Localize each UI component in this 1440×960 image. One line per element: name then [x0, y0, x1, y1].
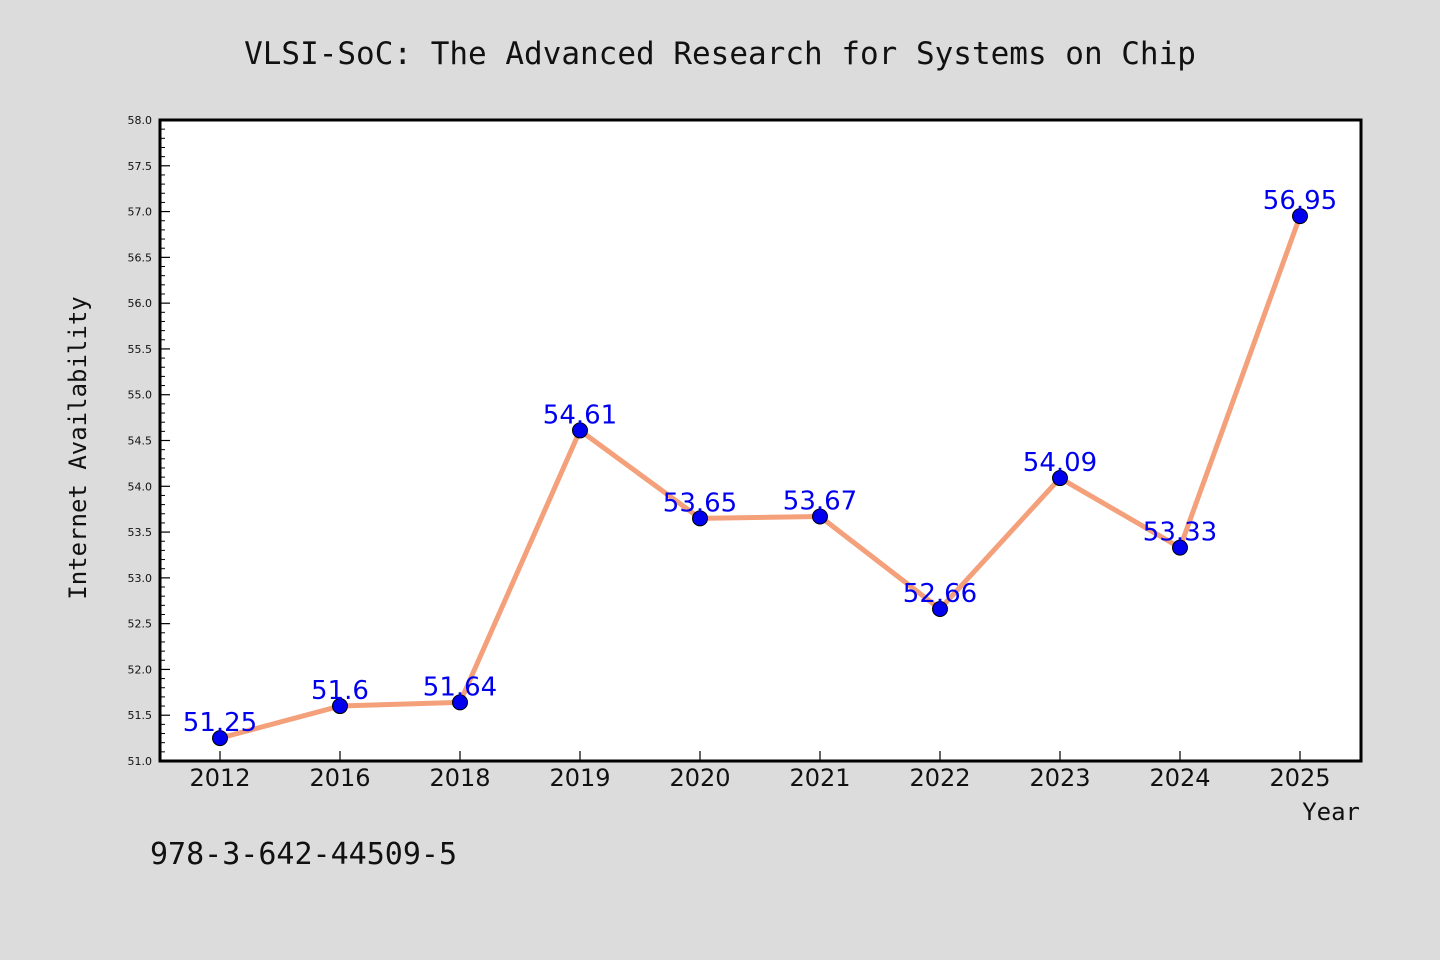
y-tick-label: 56.0 — [128, 297, 153, 310]
y-tick-label: 51.0 — [128, 755, 153, 768]
data-label: 51.64 — [423, 672, 497, 702]
data-label-layer: 51.25 51.6 51.64 54.61 53.65 53.67 52.66 54.09 5… — [183, 186, 1337, 738]
data-point — [452, 694, 468, 711]
x-tick-label: 2021 — [789, 764, 850, 792]
data-point — [212, 730, 228, 747]
x-tick-label: 2023 — [1029, 764, 1090, 792]
x-tick-label: 2020 — [669, 764, 730, 792]
data-point — [1052, 470, 1068, 487]
x-tick-label: 2016 — [309, 764, 370, 792]
data-point — [692, 510, 708, 527]
y-axis: 51.0 51.5 52.0 52.5 53.0 53.5 54.0 54.5 55.0 55.5… — [128, 114, 170, 768]
x-tick-label: 2022 — [909, 764, 970, 792]
x-tick-label: 2024 — [1149, 764, 1210, 792]
data-label: 51.6 — [311, 676, 369, 706]
x-axis-label: Year — [1302, 798, 1360, 826]
series-line — [217, 213, 1303, 741]
y-tick-label: 53.0 — [128, 572, 153, 585]
data-point — [572, 422, 588, 439]
y-tick-label: 57.0 — [128, 206, 153, 219]
y-tick-label: 55.5 — [128, 343, 153, 356]
data-label: 52.66 — [903, 579, 977, 609]
y-tick-label: 54.5 — [128, 435, 153, 448]
data-label: 53.67 — [783, 487, 857, 517]
y-tick-label: 54.0 — [128, 480, 153, 493]
data-label: 53.65 — [663, 488, 737, 518]
x-tick-label: 2012 — [189, 764, 250, 792]
y-tick-label: 56.5 — [128, 251, 153, 264]
data-point — [812, 508, 828, 525]
x-tick-label: 2025 — [1269, 764, 1330, 792]
x-axis: 2012 2016 2018 2019 2020 2021 2022 2023 2024 2025 — [189, 751, 1331, 792]
data-label: 51.25 — [183, 708, 257, 738]
y-axis-label: Internet Availability — [64, 296, 92, 599]
y-tick-label: 52.5 — [128, 618, 153, 631]
data-point — [932, 600, 948, 617]
x-tick-label: 2018 — [429, 764, 490, 792]
data-label: 54.09 — [1023, 448, 1097, 478]
y-tick-label: 52.0 — [128, 663, 153, 676]
data-label: 54.61 — [543, 400, 617, 430]
data-label: 53.33 — [1143, 518, 1217, 548]
y-tick-label: 53.5 — [128, 526, 153, 539]
isbn-annotation: 978-3-642-44509-5 — [150, 837, 457, 872]
y-tick-label: 58.0 — [128, 114, 153, 127]
data-point — [1292, 208, 1308, 225]
series-layer — [212, 208, 1308, 747]
chart-title: VLSI-SoC: The Advanced Research for Syst… — [244, 36, 1196, 72]
data-label: 56.95 — [1263, 186, 1337, 216]
y-tick-label: 55.0 — [128, 389, 153, 402]
x-tick-label: 2019 — [549, 764, 610, 792]
data-point — [1172, 539, 1188, 556]
y-tick-label: 57.5 — [128, 160, 153, 173]
y-tick-label: 51.5 — [128, 709, 153, 722]
plot-area — [158, 118, 1363, 763]
data-point — [332, 698, 348, 715]
